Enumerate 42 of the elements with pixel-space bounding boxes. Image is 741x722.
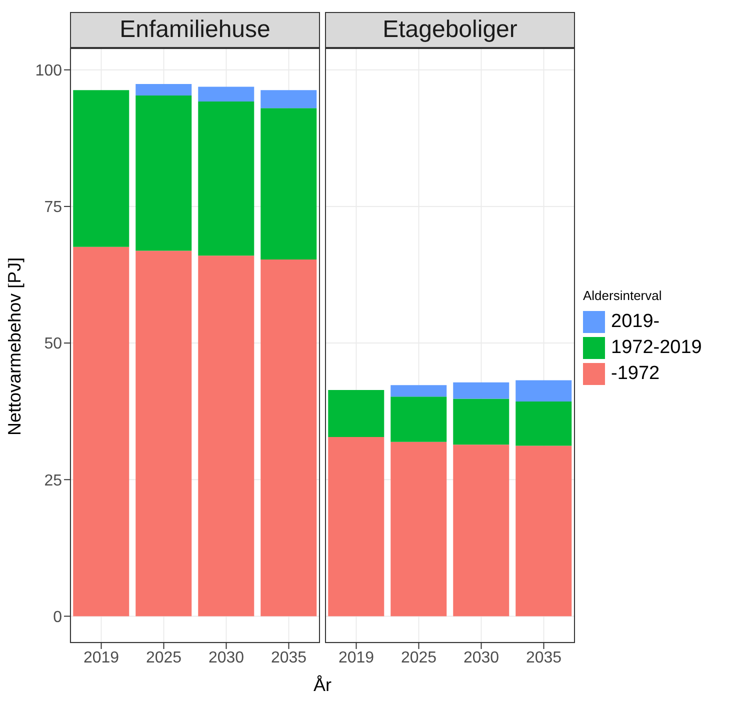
bar xyxy=(328,390,384,438)
bar xyxy=(198,86,254,102)
legend-label: 1972-2019 xyxy=(611,337,702,359)
legend-title: Aldersinterval xyxy=(583,288,663,303)
chart-title: Etageboliger xyxy=(325,12,575,48)
bar xyxy=(390,385,447,397)
y-tick-label: 0 xyxy=(53,608,62,626)
chart-title: Enfamiliehuse xyxy=(70,12,320,48)
bar xyxy=(198,256,254,616)
x-tick-label: 2030 xyxy=(463,649,500,666)
x-tick-label: 2035 xyxy=(270,649,307,666)
legend-label: -1972 xyxy=(611,363,660,385)
x-axis-title: År xyxy=(312,675,332,696)
x-tick-label: 2019 xyxy=(83,649,120,666)
bar xyxy=(328,437,384,616)
bar xyxy=(453,444,510,616)
bar xyxy=(516,380,572,402)
bar xyxy=(260,259,317,616)
x-tick-label: 2019 xyxy=(338,649,374,666)
x-tick-label: 2025 xyxy=(146,649,182,666)
y-tick-label: 100 xyxy=(35,62,62,80)
bar xyxy=(453,382,510,399)
legend-label: 2019- xyxy=(611,311,660,333)
bar xyxy=(516,446,572,616)
bar xyxy=(260,90,317,108)
bar xyxy=(516,402,572,446)
bar xyxy=(453,398,510,445)
x-tick-label: 2025 xyxy=(400,649,437,666)
bar xyxy=(136,84,192,96)
x-tick-label: 2035 xyxy=(526,649,562,666)
bar xyxy=(73,246,130,616)
bar xyxy=(390,442,447,616)
bar xyxy=(198,102,254,256)
bar xyxy=(390,396,447,442)
bar xyxy=(73,90,130,247)
y-tick-label: 25 xyxy=(44,472,62,490)
bar xyxy=(136,96,192,251)
x-tick-label: 2030 xyxy=(208,649,244,666)
bar xyxy=(260,108,317,260)
bar xyxy=(136,250,192,616)
y-tick-label: 50 xyxy=(44,336,62,353)
y-tick-label: 75 xyxy=(44,199,62,216)
